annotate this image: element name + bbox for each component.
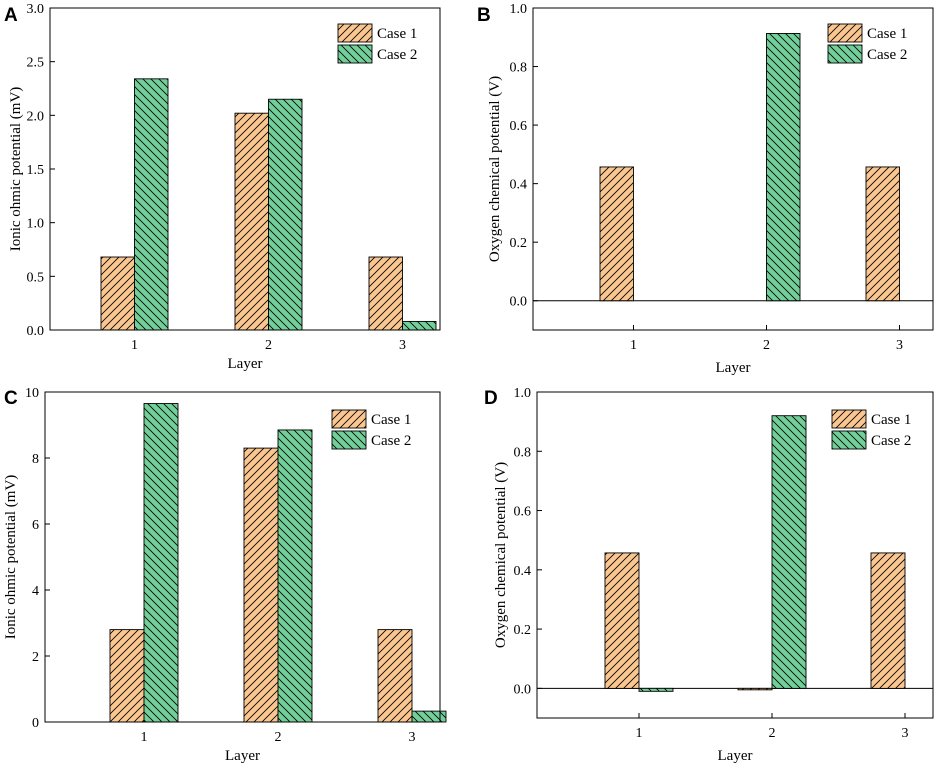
bar-a-s1-layer3 bbox=[368, 256, 403, 331]
x-axis-title: Layer bbox=[718, 748, 753, 764]
plot-frame bbox=[532, 7, 934, 331]
x-tick-label: 2 bbox=[275, 730, 282, 745]
y-tick-label: 0.4 bbox=[510, 178, 528, 193]
bar-a-s2-layer3 bbox=[402, 320, 437, 331]
y-tick-label: 10 bbox=[25, 386, 39, 401]
bar-c-s2-layer3 bbox=[411, 710, 447, 723]
y-axis-title: Oxygen chemical potential (V) bbox=[487, 76, 503, 262]
legend-swatch-case-2 bbox=[337, 44, 373, 64]
y-tick-label: 0.0 bbox=[510, 295, 528, 310]
legend-label-case-2: Case 2 bbox=[371, 433, 411, 449]
panel-letter-b: B bbox=[477, 5, 491, 26]
x-axis-title: Layer bbox=[225, 748, 260, 764]
legend-swatch-case-2 bbox=[827, 44, 863, 64]
panel-letter-d: D bbox=[484, 388, 498, 409]
legend: Case 1 Case 2 bbox=[827, 23, 907, 64]
x-tick-label: 2 bbox=[769, 726, 776, 741]
panel-d: D 0.0 0.2 0.4 0.6 0.8 1.0 1 2 3 Layer Oxygen chemic… bbox=[484, 386, 934, 764]
bar-b-s1-layer1 bbox=[599, 166, 634, 302]
y-tick-label: 0.0 bbox=[27, 324, 45, 339]
y-axis-title: Ionic ohmic potential (mV) bbox=[8, 87, 24, 252]
bar-d-s2-layer2 bbox=[771, 415, 807, 689]
x-tick-label: 1 bbox=[630, 338, 637, 353]
x-tick-label: 3 bbox=[409, 730, 416, 745]
y-tick-label: 0.8 bbox=[514, 445, 532, 460]
y-tick-label: 4 bbox=[32, 584, 39, 599]
bar-b-s2-layer2 bbox=[766, 33, 801, 302]
panel-a: A 0.0 0.5 1.0 1.5 2.0 2.5 3.0 1 2 3 Layer Ionic ohmi… bbox=[4, 2, 441, 372]
bar-a-s2-layer2 bbox=[268, 98, 303, 331]
legend-swatch-case-1 bbox=[831, 409, 867, 429]
y-tick-label: 0.6 bbox=[510, 119, 528, 134]
legend-label-case-2: Case 2 bbox=[867, 47, 907, 63]
x-tick-label: 2 bbox=[763, 338, 770, 353]
panel-b: B 0.0 0.2 0.4 0.6 0.8 1.0 1 2 3 Layer Oxygen chemic… bbox=[477, 2, 934, 376]
x-tick-label: 3 bbox=[902, 726, 909, 741]
y-tick-label: 1.0 bbox=[510, 2, 528, 17]
legend-swatch-case-1 bbox=[827, 23, 863, 43]
x-axis-title: Layer bbox=[228, 356, 263, 372]
legend-swatch-case-2 bbox=[831, 430, 867, 450]
bar-a-s1-layer1 bbox=[100, 256, 135, 331]
x-tick-label: 1 bbox=[636, 726, 643, 741]
y-tick-label: 2.0 bbox=[27, 109, 45, 124]
bar-c-s1-layer2 bbox=[243, 447, 279, 723]
y-tick-label: 0.8 bbox=[510, 61, 528, 76]
y-tick-label: 2 bbox=[32, 650, 39, 665]
y-tick-label: 2.5 bbox=[27, 56, 45, 71]
x-tick-label: 3 bbox=[399, 338, 406, 353]
y-tick-label: 0.5 bbox=[27, 270, 45, 285]
bar-d-s1-layer1 bbox=[604, 552, 640, 689]
x-axis-title: Layer bbox=[716, 360, 751, 376]
y-tick-label: 0.2 bbox=[514, 623, 532, 638]
y-tick-label: 0.6 bbox=[514, 505, 532, 520]
panel-letter-c: C bbox=[4, 388, 18, 409]
bar-c-s2-layer1 bbox=[143, 403, 179, 723]
legend-label-case-1: Case 1 bbox=[867, 26, 907, 42]
plot-frame bbox=[536, 391, 934, 719]
legend: Case 1 Case 2 bbox=[831, 409, 911, 450]
legend-label-case-1: Case 1 bbox=[871, 412, 911, 428]
legend-swatch-case-1 bbox=[331, 409, 367, 429]
plot-frame bbox=[44, 391, 441, 723]
legend-label-case-2: Case 2 bbox=[871, 433, 911, 449]
y-tick-label: 0.0 bbox=[514, 682, 532, 697]
y-tick-label: 1.0 bbox=[514, 386, 532, 401]
y-tick-label: 3.0 bbox=[27, 2, 45, 17]
y-tick-label: 1.0 bbox=[27, 217, 45, 232]
bar-c-s1-layer1 bbox=[109, 629, 145, 723]
bar-b-s1-layer3 bbox=[865, 166, 900, 302]
y-axis-title: Oxygen chemical potential (V) bbox=[493, 462, 509, 648]
y-tick-label: 0 bbox=[32, 716, 39, 731]
x-tick-label: 1 bbox=[141, 730, 148, 745]
legend-label-case-1: Case 1 bbox=[377, 26, 417, 42]
legend-label-case-2: Case 2 bbox=[377, 47, 417, 63]
panel-letter-a: A bbox=[4, 5, 18, 26]
y-tick-label: 0.4 bbox=[514, 564, 532, 579]
legend: Case 1 Case 2 bbox=[337, 23, 417, 64]
bar-a-s2-layer1 bbox=[134, 78, 169, 331]
bar-a-s1-layer2 bbox=[234, 112, 269, 331]
bar-d-s1-layer3 bbox=[870, 552, 906, 689]
bar-c-s1-layer3 bbox=[377, 629, 413, 723]
y-tick-label: 6 bbox=[32, 518, 39, 533]
bar-d-s1-layer2 bbox=[737, 687, 773, 691]
bar-d-s2-layer1 bbox=[638, 687, 674, 692]
y-axis-title: Ionic ohmic potential (mV) bbox=[3, 475, 19, 640]
x-tick-label: 2 bbox=[265, 338, 272, 353]
bar-c-s2-layer2 bbox=[277, 429, 313, 723]
legend: Case 1 Case 2 bbox=[331, 409, 411, 450]
x-tick-label: 3 bbox=[896, 338, 903, 353]
y-tick-label: 0.2 bbox=[510, 236, 528, 251]
legend-swatch-case-2 bbox=[331, 430, 367, 450]
legend-label-case-1: Case 1 bbox=[371, 412, 411, 428]
legend-swatch-case-1 bbox=[337, 23, 373, 43]
y-tick-label: 8 bbox=[32, 452, 39, 467]
y-tick-label: 1.5 bbox=[27, 163, 45, 178]
x-tick-label: 1 bbox=[131, 338, 138, 353]
